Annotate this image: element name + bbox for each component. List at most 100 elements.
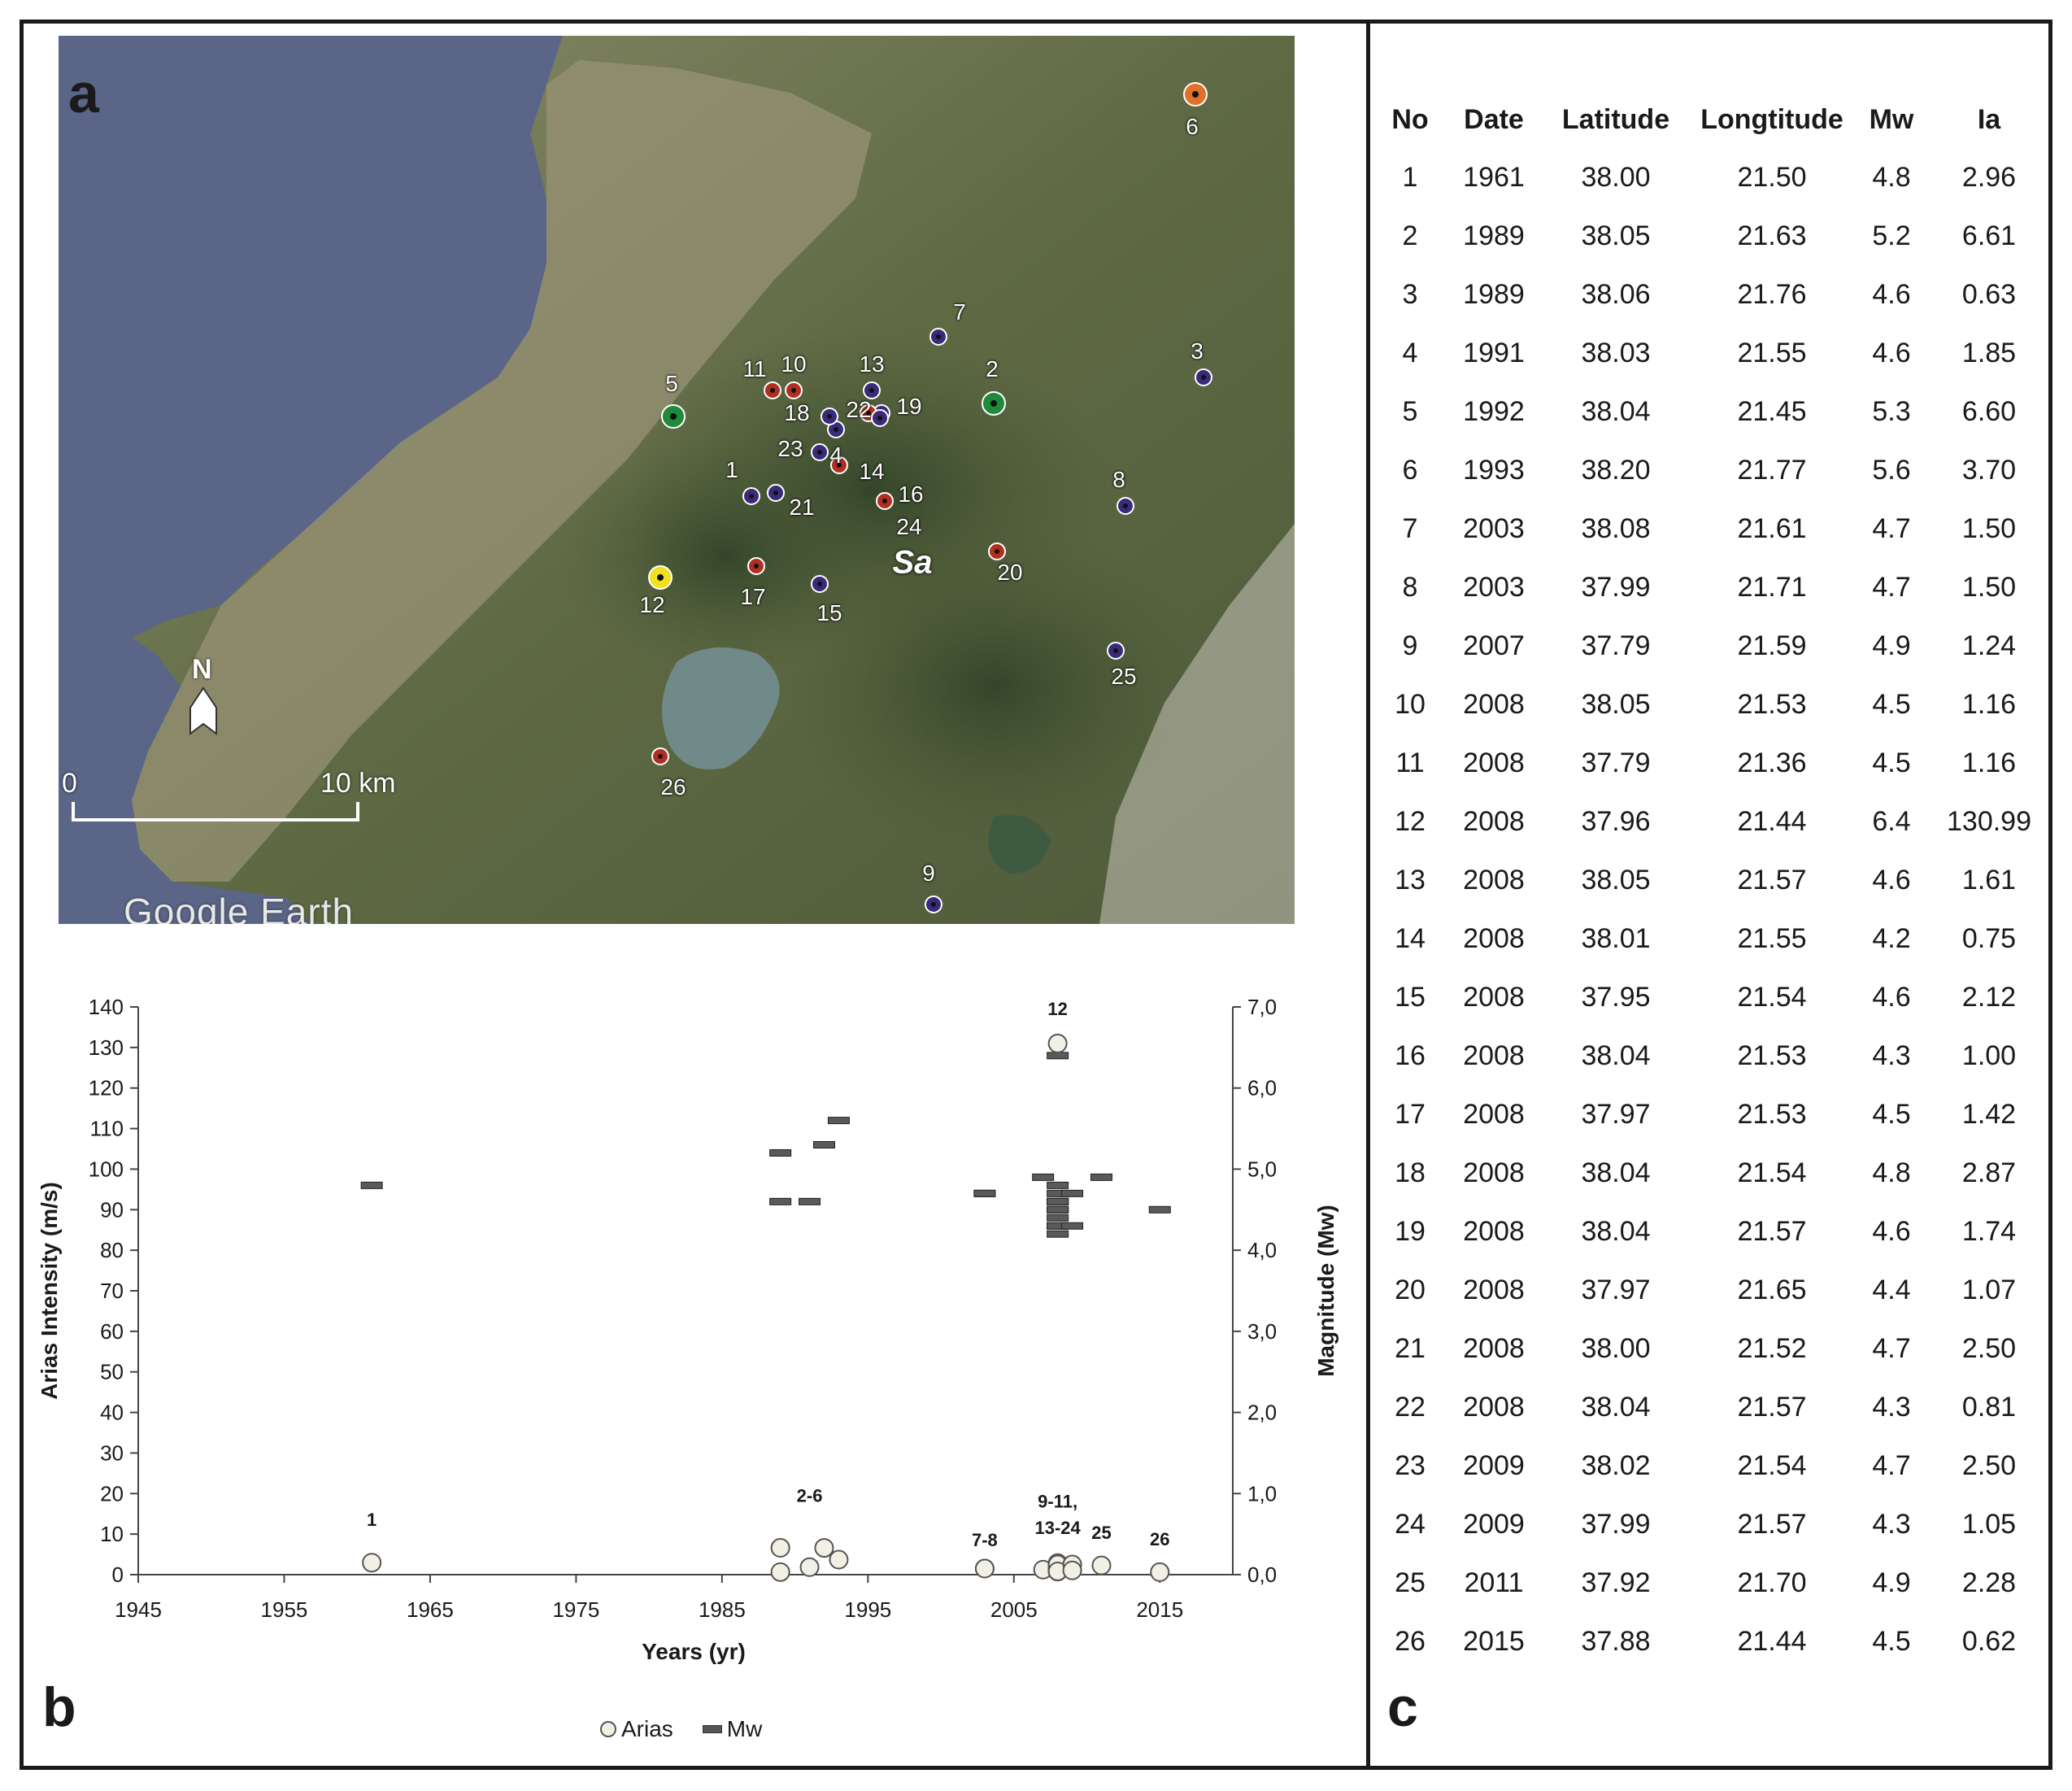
cell-ia: 1.42: [1961, 1098, 2017, 1130]
cell-latitude: 38.05: [1581, 864, 1651, 896]
cell-date: 2003: [1463, 571, 1525, 603]
cell-date: 1961: [1463, 161, 1525, 193]
arias-circle-point: [1150, 1562, 1170, 1582]
right-tick-label: 3,0: [1247, 1319, 1277, 1344]
cell-date: 2008: [1463, 981, 1525, 1013]
epicenter-center-dot: [1201, 375, 1206, 380]
cell-no: 20: [1395, 1274, 1426, 1305]
x-tick-label: 1965: [407, 1597, 454, 1622]
cell-ia: 1.00: [1961, 1039, 2017, 1071]
cell-latitude: 38.00: [1581, 1332, 1651, 1364]
epicenter-center-dot: [657, 574, 664, 581]
epicenter-center-dot: [827, 414, 832, 419]
epicenter-label: 1: [725, 457, 738, 482]
cell-longitude: 21.53: [1737, 688, 1807, 720]
epicenter-label: 18: [784, 400, 810, 425]
cell-latitude: 37.95: [1581, 981, 1651, 1013]
cell-no: 18: [1395, 1157, 1426, 1188]
circle-marker-icon: [600, 1721, 616, 1737]
cell-mw: 4.6: [1872, 337, 1911, 368]
cell-no: 12: [1395, 805, 1426, 837]
mw-dash-point: [812, 1141, 835, 1149]
cell-longitude: 21.71: [1737, 571, 1807, 603]
cell-latitude: 38.03: [1581, 337, 1651, 368]
header-ia: Ia: [1977, 103, 2001, 135]
cell-date: 2011: [1464, 1567, 1524, 1598]
cell-no: 26: [1395, 1625, 1426, 1657]
cell-no: 7: [1402, 512, 1418, 544]
mw-dash-point: [827, 1117, 850, 1125]
cell-ia: 1.24: [1961, 630, 2017, 661]
cell-no: 2: [1402, 220, 1418, 251]
cell-longitude: 21.65: [1737, 1274, 1807, 1305]
cell-no: 13: [1395, 864, 1426, 896]
left-tick-label: 90: [100, 1197, 124, 1222]
right-tick-label: 4,0: [1247, 1238, 1277, 1262]
cell-ia: 1.05: [1961, 1508, 2017, 1540]
left-tick-label: 80: [100, 1238, 124, 1262]
table-row: 13 2008 38.05 21.57 4.6 1.61: [1371, 851, 2046, 909]
legend-label-arias: Arias: [621, 1716, 673, 1741]
point-annotation: 9-11,: [1038, 1492, 1077, 1512]
epicenter-center-dot: [754, 564, 759, 569]
mw-dash-point: [1047, 1205, 1069, 1214]
mw-dash-point: [1090, 1173, 1112, 1181]
cell-ia: 2.96: [1961, 161, 2017, 193]
cell-no: 21: [1395, 1332, 1426, 1364]
cell-no: 15: [1395, 981, 1426, 1013]
epicenter-label: 22: [846, 397, 872, 422]
cell-longitude: 21.59: [1737, 630, 1807, 661]
cell-latitude: 37.88: [1581, 1625, 1651, 1657]
google-earth-watermark: Google Earth: [124, 891, 355, 924]
cell-latitude: 38.05: [1581, 220, 1651, 251]
point-annotation: 26: [1150, 1529, 1169, 1549]
epicenter-label: 25: [1111, 664, 1137, 689]
scale-bar: [72, 802, 359, 821]
table-row: 25 2011 37.92 21.70 4.9 2.28: [1371, 1554, 2046, 1612]
epicenter-label: 9: [922, 861, 935, 886]
epicenter-label: 24: [896, 514, 922, 539]
cell-mw: 4.7: [1872, 571, 1911, 603]
table-row: 3 1989 38.06 21.76 4.6 0.63: [1371, 265, 2046, 324]
point-annotation: 2-6: [797, 1485, 823, 1506]
cell-mw: 4.2: [1872, 922, 1911, 954]
cell-mw: 4.7: [1872, 1332, 1911, 1364]
cell-ia: 1.74: [1961, 1215, 2017, 1247]
cell-latitude: 37.97: [1581, 1098, 1651, 1130]
coastal-plain: [132, 60, 872, 882]
cell-longitude: 21.77: [1737, 454, 1807, 486]
cell-longitude: 21.44: [1737, 805, 1807, 837]
cell-latitude: 38.06: [1581, 278, 1651, 310]
epicenter-label: 10: [781, 351, 807, 377]
epicenter-center-dot: [791, 388, 796, 393]
cell-latitude: 37.99: [1581, 571, 1651, 603]
cell-ia: 6.61: [1961, 220, 2017, 251]
mw-dash-point: [799, 1197, 821, 1205]
cell-mw: 4.5: [1872, 688, 1911, 720]
epicenter-label: 6: [1186, 114, 1199, 139]
epicenter-center-dot: [817, 450, 822, 455]
epicenter-label: 4: [829, 442, 842, 468]
left-tick-label: 70: [100, 1279, 124, 1303]
cell-longitude: 21.45: [1737, 395, 1807, 427]
mw-dash-point: [1032, 1173, 1055, 1181]
x-tick-label: 1945: [115, 1597, 162, 1622]
cell-no: 1: [1402, 161, 1418, 193]
cell-latitude: 37.99: [1581, 1508, 1651, 1540]
cell-latitude: 38.20: [1581, 454, 1651, 486]
cell-no: 17: [1395, 1098, 1426, 1130]
cell-no: 24: [1395, 1508, 1426, 1540]
mw-dash-point: [360, 1181, 383, 1189]
cell-date: 2008: [1463, 922, 1525, 954]
cell-ia: 1.50: [1961, 571, 2017, 603]
cell-no: 16: [1395, 1039, 1426, 1071]
epicenter-label: 5: [665, 371, 678, 396]
y-left-axis-title: Arias Intensity (m/s): [37, 1182, 62, 1400]
epicenter-label: 26: [660, 774, 686, 800]
panel-label-c: c: [1387, 1676, 1418, 1738]
table-row: 21 2008 38.00 21.52 4.7 2.50: [1371, 1319, 2046, 1378]
left-tick-label: 130: [89, 1035, 124, 1060]
cell-mw: 4.3: [1872, 1391, 1911, 1423]
cell-date: 1991: [1463, 337, 1525, 368]
cell-latitude: 38.04: [1581, 1039, 1651, 1071]
